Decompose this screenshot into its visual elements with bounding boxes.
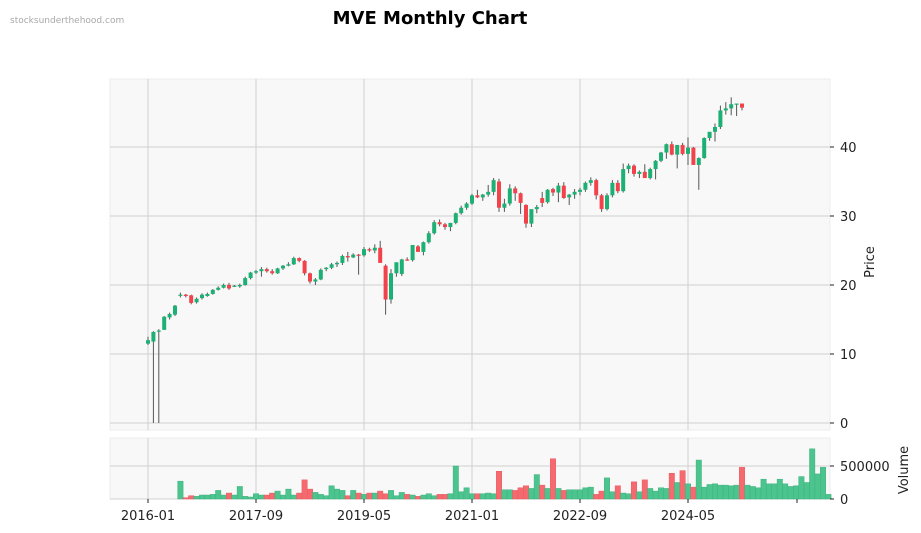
svg-text:500000: 500000 (840, 460, 890, 475)
volume-axis-label: Volume (897, 446, 912, 494)
price-y-axis: 0 10 20 30 40 (830, 141, 857, 432)
svg-text:40: 40 (840, 141, 857, 156)
svg-text:2016-01: 2016-01 (121, 509, 175, 524)
svg-text:10: 10 (840, 348, 857, 363)
svg-text:2021-01: 2021-01 (445, 509, 499, 524)
x-axis: 2016-01 2017-09 2019-05 2021-01 2022-09 2024-… (121, 499, 798, 524)
svg-text:20: 20 (840, 279, 857, 294)
chart-title: MVE Monthly Chart (332, 8, 528, 29)
svg-text:2019-05: 2019-05 (337, 509, 391, 524)
gridlines (110, 79, 830, 500)
price-panel (109, 78, 831, 431)
svg-text:2024-05: 2024-05 (661, 509, 715, 524)
price-candles (146, 97, 744, 423)
svg-text:0: 0 (840, 417, 848, 432)
svg-text:30: 30 (840, 210, 857, 225)
svg-text:2022-09: 2022-09 (553, 509, 607, 524)
svg-text:2017-09: 2017-09 (229, 509, 283, 524)
volume-bars (177, 448, 832, 500)
svg-text:0: 0 (840, 493, 848, 508)
price-axis-label: Price (863, 246, 878, 278)
watermark: stocksunderthehood.com (10, 16, 125, 26)
volume-y-axis: 0 500000 (830, 460, 890, 508)
